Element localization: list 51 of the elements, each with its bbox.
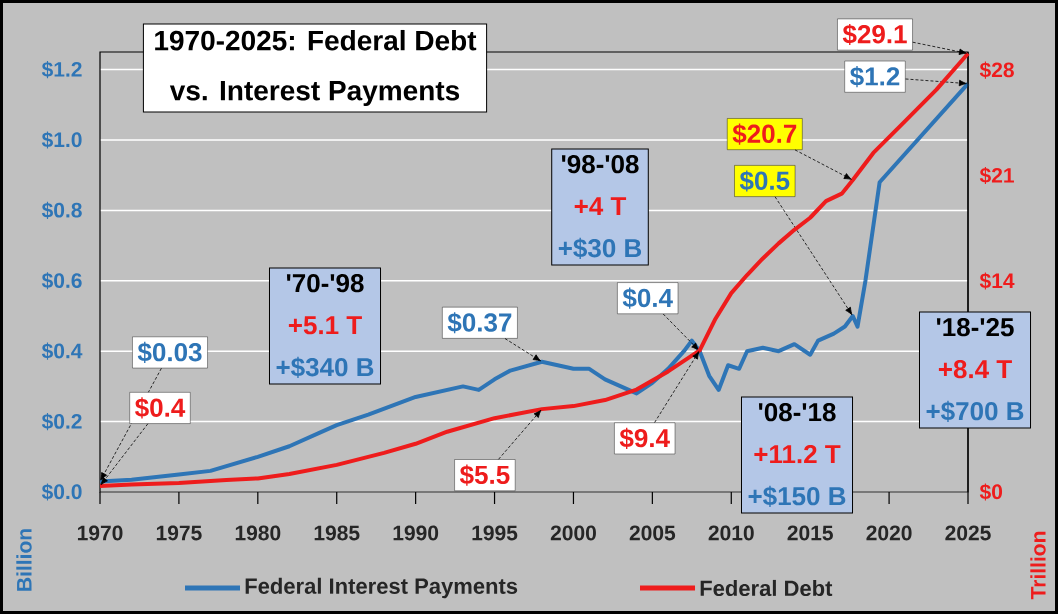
data-label: $0.5 — [739, 170, 790, 192]
annotation: +8.4 T — [938, 359, 1012, 379]
annotation: '70-'98 — [286, 273, 364, 293]
data-label: $0.4 — [622, 287, 673, 309]
x-tick-label: 2010 — [708, 525, 754, 541]
data-label: $5.5 — [459, 464, 510, 486]
legend-label: Federal Debt — [700, 579, 833, 597]
data-label: $0.4 — [135, 397, 186, 419]
data-label: $9.4 — [619, 427, 670, 449]
y-tick-label: $0.4 — [41, 342, 83, 360]
x-tick-label: 2015 — [787, 525, 833, 541]
chart-title: 1970-2025: Federal Debt — [155, 29, 477, 51]
y-tick-label: $0.0 — [41, 483, 82, 501]
legend-label: Federal Interest Payments — [245, 577, 518, 599]
y-axis-title: Billion — [16, 529, 32, 591]
annotation: '98-'08 — [561, 154, 639, 174]
x-tick-label: 1975 — [156, 525, 202, 541]
x-tick-label: 1990 — [393, 525, 439, 541]
x-tick-label: 1995 — [472, 525, 518, 541]
x-tick-label: 1985 — [314, 525, 360, 541]
x-tick-label: 2005 — [629, 525, 676, 541]
annotation: +11.2 T — [754, 444, 841, 464]
x-tick-label: 1980 — [235, 525, 281, 541]
y-tick-label: $1.2 — [41, 61, 82, 79]
x-tick-label: 2020 — [866, 525, 912, 541]
y-tick-label: $0.8 — [41, 201, 82, 219]
x-tick-label: 2025 — [945, 525, 991, 541]
y-tick-label: $0.2 — [41, 413, 82, 431]
data-label: $0.37 — [447, 312, 512, 334]
data-label: $29.1 — [842, 23, 907, 46]
annotation: '18-'25 — [936, 317, 1014, 337]
x-tick-label: 1970 — [77, 525, 123, 541]
text: vs. Interest Payments — [169, 80, 460, 107]
data-label: $0.03 — [137, 341, 202, 364]
y2-tick-label: $14 — [979, 272, 1015, 290]
annotation: +$700 B — [926, 400, 1024, 423]
x-tick-label: 2000 — [550, 525, 596, 541]
y2-axis-title: Trillion — [1030, 531, 1046, 600]
annotation: +5.1 T — [288, 316, 362, 335]
data-label: $20.7 — [732, 123, 797, 145]
y-tick-label: $1.0 — [41, 131, 82, 149]
annotation: +$340 B — [276, 356, 374, 379]
annotation: +4 T — [574, 197, 627, 216]
y-tick-label: $0.6 — [41, 272, 82, 290]
annotation: +$30 B — [558, 237, 642, 260]
annotation: '08-'18 — [758, 402, 836, 422]
y2-tick-label: $28 — [979, 61, 1014, 79]
y2-tick-label: $0 — [979, 483, 1003, 501]
annotation: +$150 B — [748, 485, 846, 508]
data-label: $1.2 — [850, 66, 900, 88]
y2-tick-label: $21 — [979, 166, 1014, 185]
